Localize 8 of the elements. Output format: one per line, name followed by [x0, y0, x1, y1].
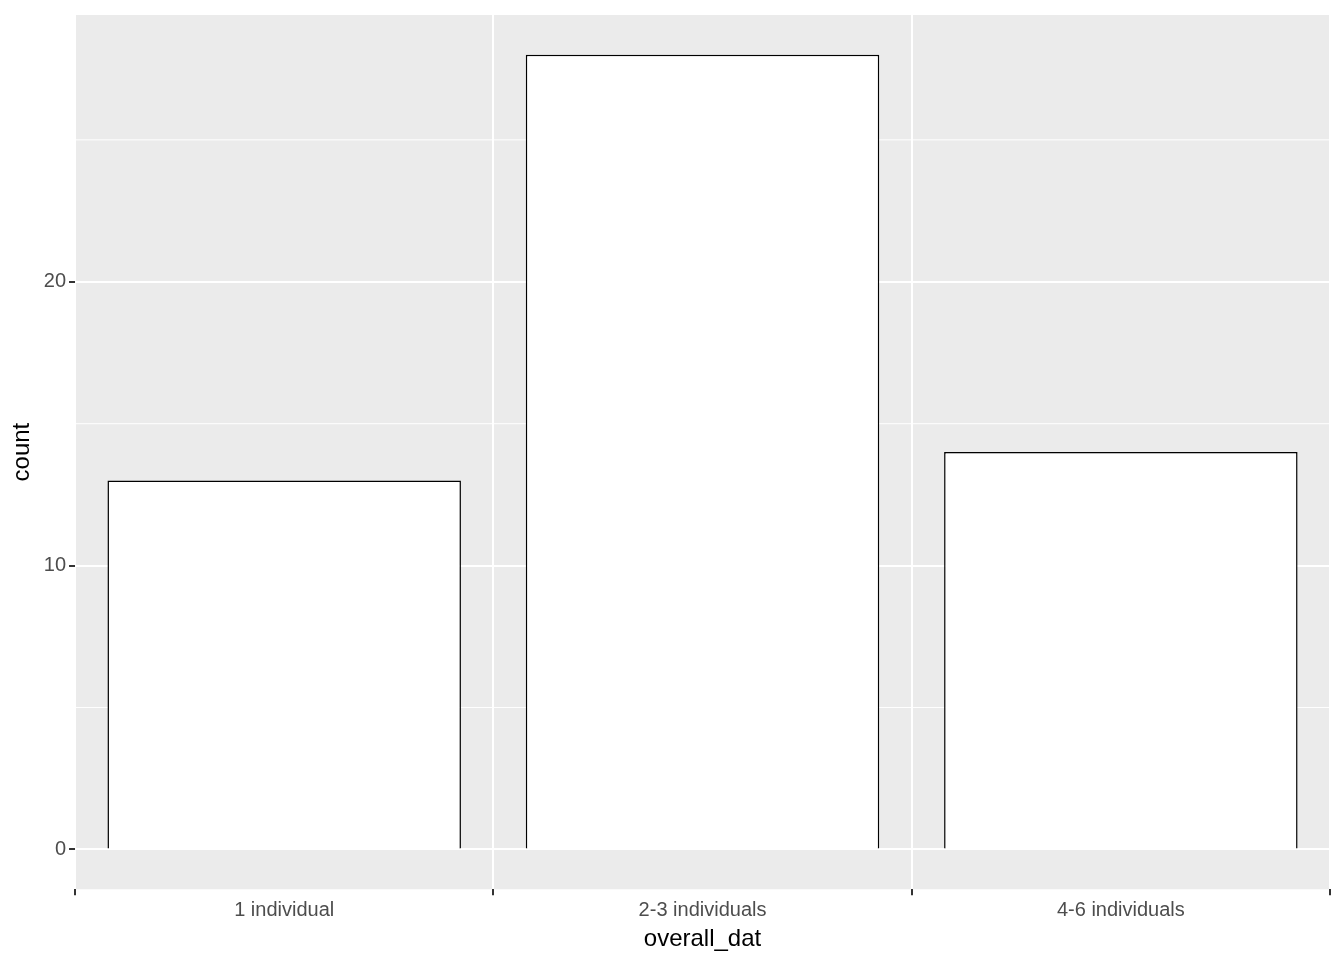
y-tick-label: 10 [43, 553, 67, 576]
y-axis-title: count [7, 422, 35, 482]
x-tick-label: 2-3 individuals [638, 897, 767, 920]
x-tick-label: 1 individual [234, 897, 335, 920]
y-tick-label: 0 [54, 836, 67, 859]
x-tick-label: 4-6 individuals [1056, 897, 1185, 920]
x-axis-title: overall_dat [643, 924, 762, 952]
y-tick-label: 20 [43, 269, 67, 292]
